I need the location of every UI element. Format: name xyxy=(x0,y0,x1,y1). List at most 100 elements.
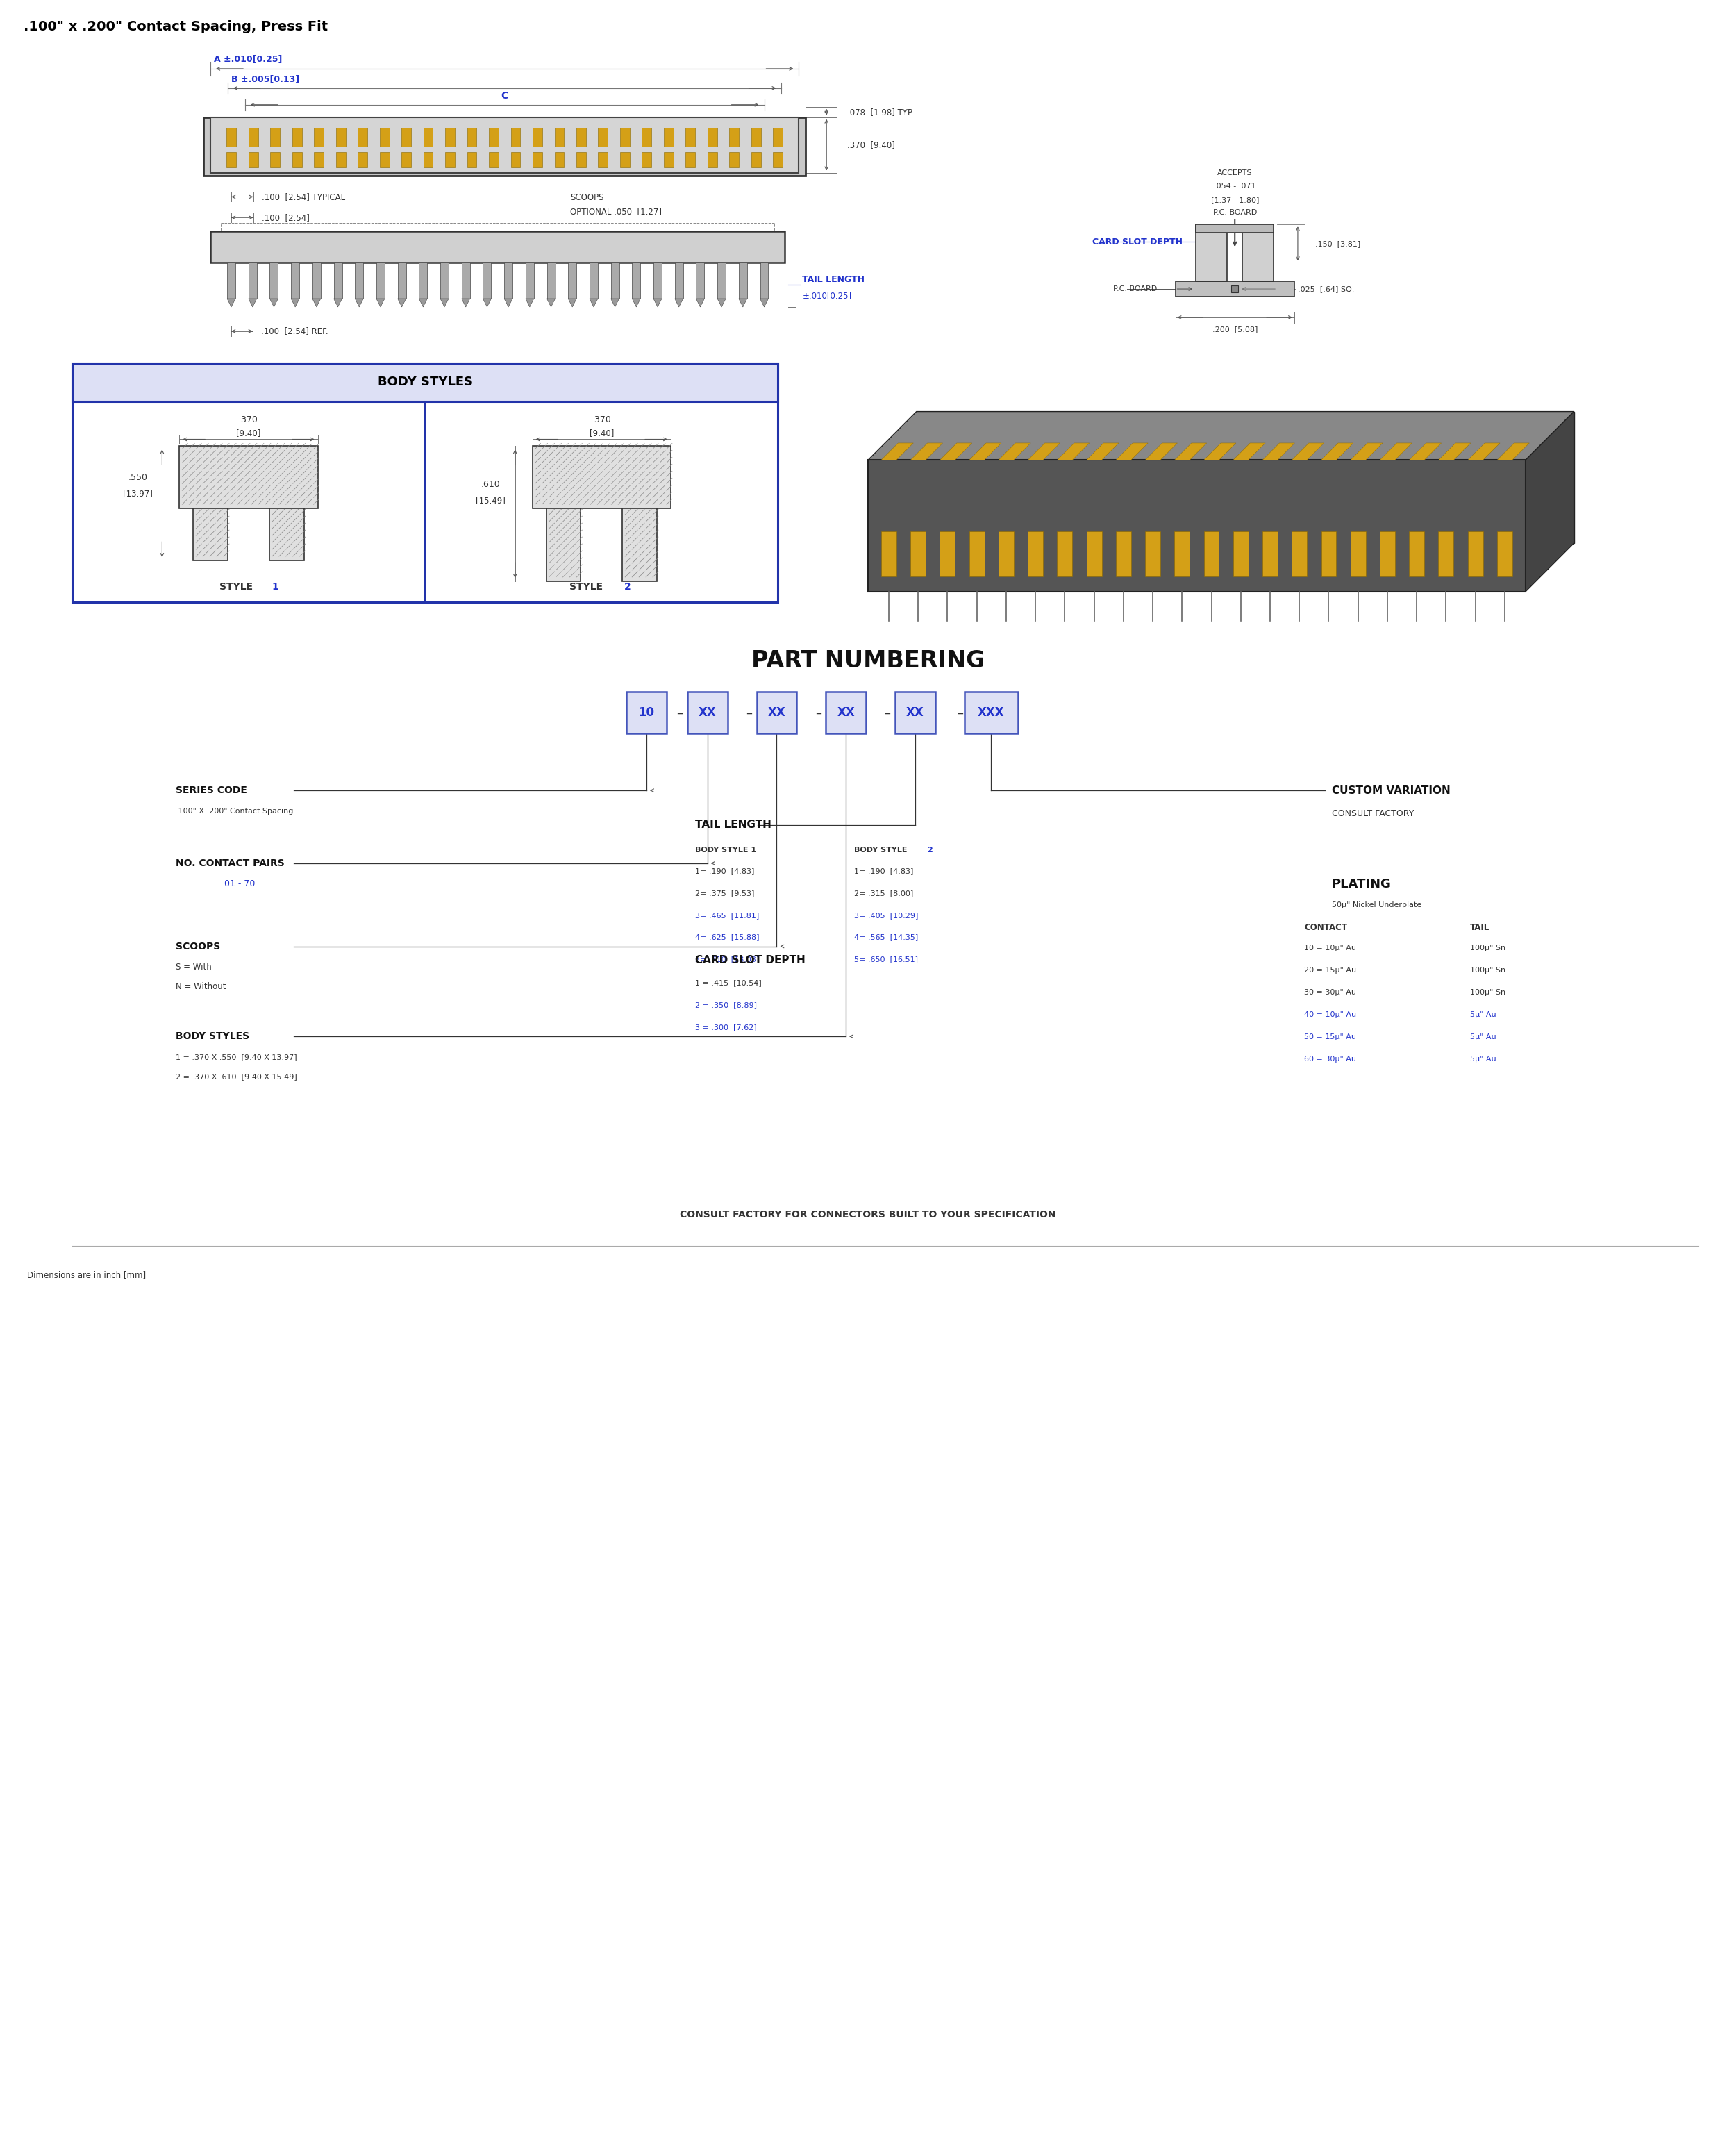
Text: 40 = 10µ" Au: 40 = 10µ" Au xyxy=(1304,1012,1356,1018)
Polygon shape xyxy=(696,299,705,308)
Text: .100  [2.54] REF.: .100 [2.54] REF. xyxy=(260,327,328,336)
Bar xyxy=(1439,532,1453,577)
Bar xyxy=(773,153,783,168)
Bar xyxy=(554,127,564,146)
Text: BODY STYLES: BODY STYLES xyxy=(377,377,472,388)
Bar xyxy=(467,127,477,146)
Polygon shape xyxy=(292,299,299,308)
Polygon shape xyxy=(526,299,535,308)
Polygon shape xyxy=(1262,444,1295,461)
Polygon shape xyxy=(1175,444,1207,461)
Text: –: – xyxy=(746,706,752,719)
Polygon shape xyxy=(611,299,620,308)
Bar xyxy=(73,364,778,603)
Polygon shape xyxy=(760,299,769,308)
Bar xyxy=(1087,532,1102,577)
Bar xyxy=(1233,532,1248,577)
Bar xyxy=(1057,532,1073,577)
Polygon shape xyxy=(1116,444,1147,461)
Text: C: C xyxy=(502,90,509,101)
Text: CARD SLOT DEPTH: CARD SLOT DEPTH xyxy=(694,956,806,965)
Text: .370: .370 xyxy=(592,416,611,424)
Polygon shape xyxy=(882,444,913,461)
Text: 100µ" Sn: 100µ" Sn xyxy=(1470,967,1505,973)
Bar xyxy=(358,153,368,168)
Polygon shape xyxy=(1146,444,1177,461)
Bar xyxy=(729,153,740,168)
Bar xyxy=(358,127,368,146)
Polygon shape xyxy=(1351,444,1382,461)
Text: SCOOPS: SCOOPS xyxy=(175,941,220,952)
Bar xyxy=(1196,224,1274,233)
Text: S = With: S = With xyxy=(175,962,212,971)
Bar xyxy=(1351,532,1366,577)
Bar xyxy=(483,263,491,299)
Bar xyxy=(868,461,1526,592)
Bar xyxy=(642,153,651,168)
Bar xyxy=(757,691,797,734)
Polygon shape xyxy=(483,299,491,308)
Bar xyxy=(269,263,278,299)
Text: –: – xyxy=(677,706,682,719)
Text: [9.40]: [9.40] xyxy=(236,428,260,437)
Text: XXX: XXX xyxy=(977,706,1005,719)
Text: .370  [9.40]: .370 [9.40] xyxy=(847,140,896,149)
Polygon shape xyxy=(998,444,1031,461)
Bar xyxy=(939,532,955,577)
Bar xyxy=(663,127,674,146)
Polygon shape xyxy=(547,299,556,308)
Polygon shape xyxy=(632,299,641,308)
Bar xyxy=(1028,532,1043,577)
Bar xyxy=(418,263,427,299)
Text: .100" X .200" Contact Spacing: .100" X .200" Contact Spacing xyxy=(175,807,293,814)
Polygon shape xyxy=(740,299,746,308)
Text: BODY STYLE 1: BODY STYLE 1 xyxy=(694,846,757,853)
Bar xyxy=(533,127,542,146)
Text: 1 = .370 X .550  [9.40 X 13.97]: 1 = .370 X .550 [9.40 X 13.97] xyxy=(175,1053,297,1061)
Text: 3= .465  [11.81]: 3= .465 [11.81] xyxy=(694,911,759,919)
Bar xyxy=(248,127,259,146)
Polygon shape xyxy=(1292,444,1325,461)
Bar xyxy=(1380,532,1396,577)
Bar xyxy=(642,127,651,146)
Polygon shape xyxy=(1203,444,1236,461)
Bar xyxy=(696,263,705,299)
Polygon shape xyxy=(503,299,512,308)
Bar xyxy=(271,127,279,146)
Text: STYLE: STYLE xyxy=(569,581,602,592)
Text: 5µ" Au: 5µ" Au xyxy=(1470,1033,1496,1040)
Bar xyxy=(490,127,498,146)
Bar xyxy=(590,263,597,299)
Bar xyxy=(1146,532,1160,577)
Bar xyxy=(568,263,576,299)
Bar xyxy=(620,153,630,168)
Text: TAIL: TAIL xyxy=(1470,924,1489,932)
Bar xyxy=(1467,532,1483,577)
Text: 5= .710  [18.03]: 5= .710 [18.03] xyxy=(694,956,759,962)
Bar xyxy=(620,127,630,146)
Bar xyxy=(441,263,448,299)
Bar xyxy=(444,153,455,168)
Text: .100  [2.54]: .100 [2.54] xyxy=(262,213,309,222)
Bar xyxy=(312,263,321,299)
Text: [1.37 - 1.80]: [1.37 - 1.80] xyxy=(1210,196,1259,205)
Text: PART NUMBERING: PART NUMBERING xyxy=(752,650,984,672)
Polygon shape xyxy=(910,444,943,461)
Text: 4= .625  [15.88]: 4= .625 [15.88] xyxy=(694,934,759,941)
Polygon shape xyxy=(868,411,1575,461)
Polygon shape xyxy=(333,299,342,308)
Bar xyxy=(717,263,726,299)
Polygon shape xyxy=(653,299,661,308)
Bar xyxy=(292,127,302,146)
Bar xyxy=(1116,532,1132,577)
Text: PLATING: PLATING xyxy=(1332,878,1391,889)
Bar xyxy=(653,263,661,299)
Polygon shape xyxy=(1380,444,1411,461)
Text: TAIL LENGTH: TAIL LENGTH xyxy=(802,276,865,284)
Polygon shape xyxy=(917,411,1575,543)
Bar xyxy=(896,691,936,734)
Polygon shape xyxy=(418,299,427,308)
Text: .550: .550 xyxy=(128,474,148,482)
Text: 100µ" Sn: 100µ" Sn xyxy=(1470,988,1505,997)
Bar xyxy=(1410,532,1424,577)
